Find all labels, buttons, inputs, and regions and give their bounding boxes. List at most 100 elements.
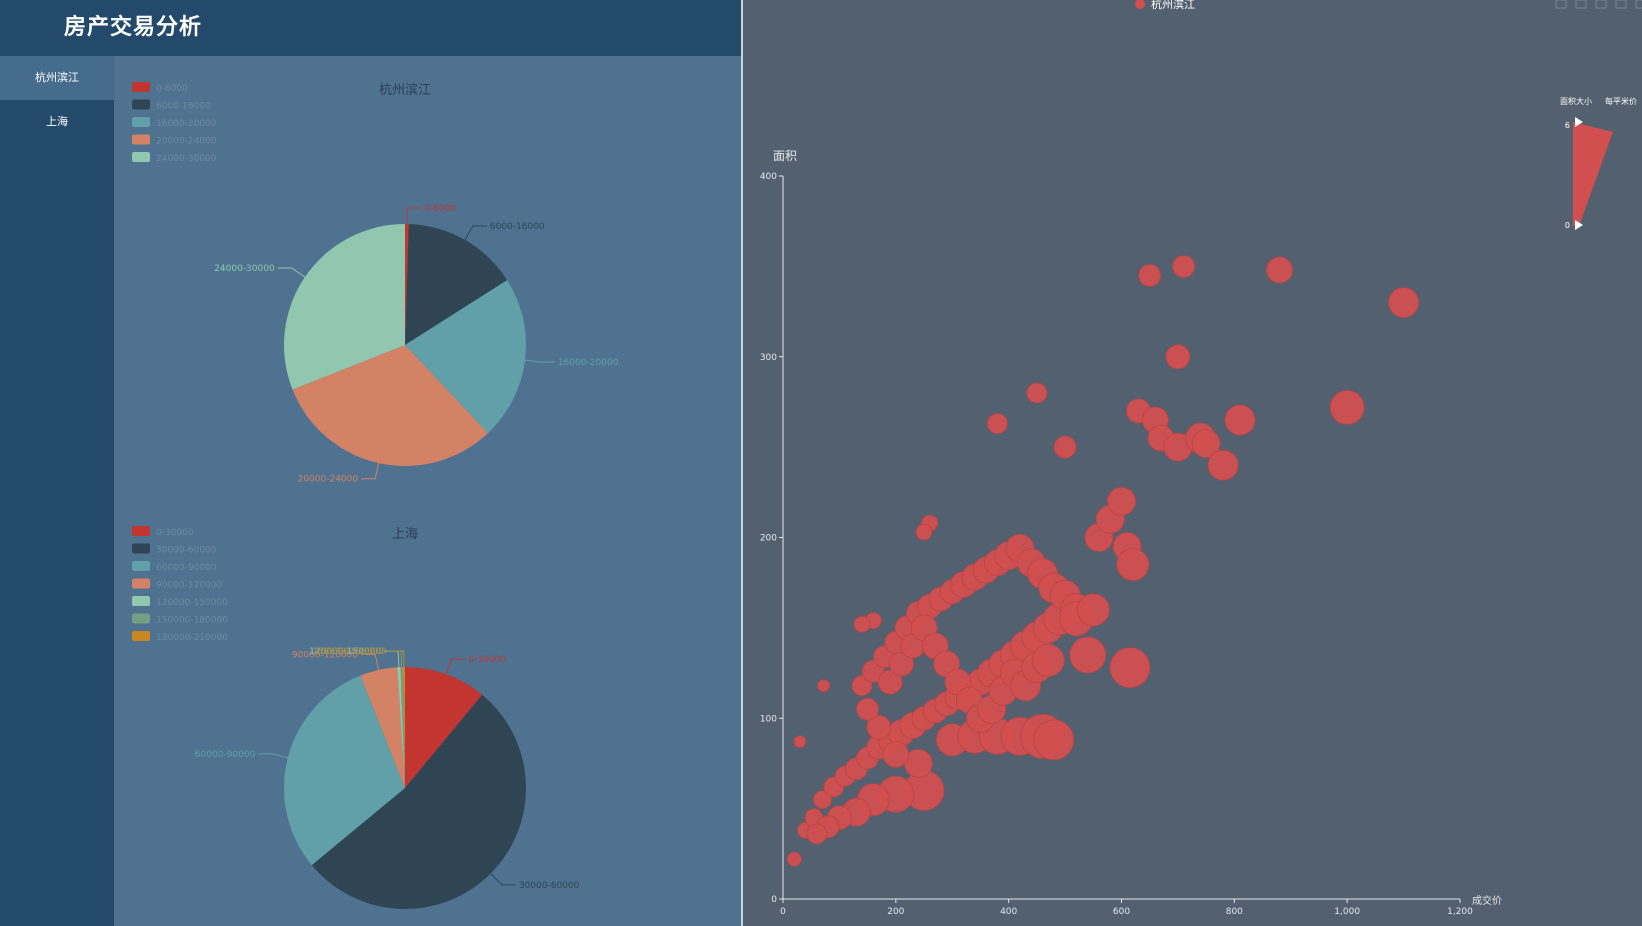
pie-slice bbox=[405, 224, 508, 345]
panel-divider bbox=[741, 0, 743, 926]
scatter-point bbox=[1388, 287, 1419, 318]
legend-swatch bbox=[132, 526, 150, 536]
pie-title: 杭州滨江 bbox=[379, 82, 431, 98]
pie-label-line bbox=[406, 207, 422, 225]
pie-label: 0-6000 bbox=[424, 204, 456, 214]
sidebar: 杭州滨江 上海 bbox=[0, 56, 114, 926]
pie-label: 30000-60000 bbox=[519, 881, 580, 891]
scatter-point bbox=[856, 697, 879, 721]
legend-label: 杭州滨江 bbox=[1151, 0, 1195, 11]
pie-slice bbox=[284, 224, 405, 390]
scatter-point bbox=[1026, 382, 1048, 404]
visualmap-handle-bottom bbox=[1575, 220, 1583, 230]
legend-swatch bbox=[132, 134, 150, 145]
legend-swatch bbox=[132, 117, 150, 127]
y-tick-label: 300 bbox=[760, 353, 777, 363]
pie-slice bbox=[402, 666, 405, 788]
pie-label: 0-30000 bbox=[468, 655, 506, 665]
scatter-point bbox=[1172, 254, 1196, 278]
x-tick-label: 200 bbox=[887, 907, 904, 917]
toolbox-icon[interactable] bbox=[1575, 0, 1587, 9]
app-title: 房产交易分析 bbox=[64, 15, 203, 40]
pie-label-line bbox=[445, 658, 466, 675]
pie-label: 16000-20000 bbox=[558, 358, 619, 368]
pie-slice bbox=[400, 667, 405, 788]
scatter-point bbox=[1033, 719, 1075, 761]
pie-label: 120000-150000 bbox=[309, 647, 381, 657]
pie-slice bbox=[284, 675, 405, 866]
scatter-point bbox=[1165, 344, 1191, 370]
scatter-point bbox=[1053, 435, 1077, 459]
pie-slice bbox=[397, 667, 405, 788]
legend-label: 150000-180000 bbox=[156, 616, 228, 626]
scatter-point bbox=[1207, 449, 1239, 481]
legend-label: 20000-24000 bbox=[156, 137, 217, 147]
y-tick-label: 200 bbox=[760, 534, 777, 544]
visualmap-label: 每平米价 bbox=[1605, 96, 1637, 106]
visualmap-label: 面积大小 bbox=[1560, 96, 1592, 106]
toolbox-icon[interactable] bbox=[1615, 0, 1627, 9]
x-tick-label: 800 bbox=[1226, 907, 1243, 917]
legend-marker bbox=[1135, 0, 1145, 9]
x-axis-title: 成交价 bbox=[1472, 894, 1502, 907]
sidebar-item-shanghai[interactable]: 上海 bbox=[46, 115, 68, 128]
legend-label: 30000-60000 bbox=[156, 546, 217, 556]
y-tick-label: 0 bbox=[771, 895, 777, 905]
scatter-point bbox=[882, 741, 910, 768]
left-panel: 房产交易分析 杭州滨江 上海 杭州滨江 0-6000 6000-16000 16000… bbox=[0, 0, 741, 926]
y-tick-label: 400 bbox=[760, 172, 777, 182]
pie-slice bbox=[405, 667, 483, 788]
legend-label: 24000-30000 bbox=[156, 154, 217, 164]
pie-label-line bbox=[490, 873, 516, 886]
legend-label: 120000-150000 bbox=[156, 598, 228, 608]
toolbox-icon[interactable] bbox=[1635, 0, 1642, 9]
scatter-point bbox=[866, 714, 892, 740]
pie-label-line bbox=[258, 753, 288, 759]
visualmap-bar bbox=[1573, 122, 1613, 226]
legend-label: 0-30000 bbox=[156, 528, 194, 538]
pie-label-line bbox=[277, 267, 306, 278]
x-tick-label: 400 bbox=[1000, 907, 1017, 917]
x-tick-label: 1,200 bbox=[1447, 907, 1473, 917]
pie-label: 150000-180000 bbox=[312, 647, 384, 657]
sidebar-item-hangzhou-binjiang[interactable]: 杭州滨江 bbox=[0, 56, 114, 100]
scatter-point bbox=[1109, 647, 1151, 688]
scatter-point bbox=[1329, 389, 1365, 425]
visualmap-max-label: 6 bbox=[1565, 121, 1570, 130]
toolbox-icon[interactable] bbox=[1555, 0, 1567, 9]
legend-label: 6000-16000 bbox=[156, 102, 211, 112]
scatter-point bbox=[1224, 404, 1256, 436]
pie-label: 20000-24000 bbox=[298, 475, 359, 485]
toolbox-icon[interactable] bbox=[1595, 0, 1607, 9]
legend-swatch bbox=[132, 631, 150, 641]
scatter-point bbox=[1191, 429, 1221, 458]
y-tick-label: 100 bbox=[760, 714, 777, 724]
scatter-point bbox=[813, 790, 832, 809]
legend-swatch bbox=[132, 543, 150, 554]
scatter-point bbox=[806, 823, 828, 845]
pie-label: 90000-120000 bbox=[292, 650, 359, 660]
pie-label: 6000-16000 bbox=[490, 222, 545, 232]
legend-label: 180000-210000 bbox=[156, 633, 228, 643]
scatter-point bbox=[1138, 263, 1162, 287]
pie-chart-1: 杭州滨江 0-6000 6000-16000 16000-20000 20000-240… bbox=[132, 82, 619, 485]
scatter-point bbox=[877, 669, 903, 695]
scatter-chart: 0 200 400 600 800 1,000 1,200 0 100 200 300 400 成交价 面… bbox=[760, 0, 1642, 917]
pie-label-line bbox=[361, 653, 380, 671]
pie-label: 24000-30000 bbox=[214, 264, 275, 274]
visualmap-min-label: 0 bbox=[1565, 221, 1570, 230]
scatter-point bbox=[1076, 593, 1110, 627]
pie-chart-2: 上海 0-30000 30000-60000 60000-90000 90000-120… bbox=[132, 526, 580, 910]
legend-label: 0-6000 bbox=[156, 84, 188, 94]
scatter-point bbox=[786, 851, 802, 867]
scatter-point bbox=[1069, 636, 1107, 674]
legend-swatch bbox=[132, 99, 150, 110]
pie-slice bbox=[311, 694, 527, 910]
pie-label: 180000-210000 bbox=[315, 647, 387, 657]
pie-label-line bbox=[464, 225, 487, 241]
scatter-point bbox=[1116, 548, 1150, 581]
right-panel: 0 200 400 600 800 1,000 1,200 0 100 200 300 400 成交价 面… bbox=[743, 0, 1642, 926]
y-axis-title: 面积 bbox=[773, 149, 797, 163]
app-header: 房产交易分析 bbox=[0, 0, 741, 56]
pie-label-line bbox=[389, 650, 405, 668]
